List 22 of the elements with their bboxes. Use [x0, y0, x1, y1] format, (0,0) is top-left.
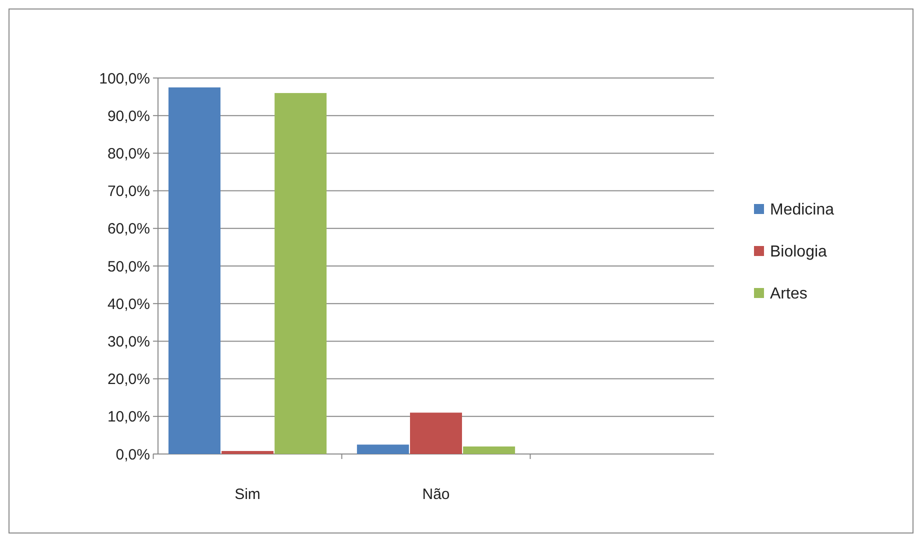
y-tick-label: 0,0%	[116, 446, 150, 464]
y-tick-label: 60,0%	[107, 220, 150, 238]
y-tick-label: 20,0%	[107, 371, 150, 388]
y-tick-label: 100,0%	[99, 70, 150, 88]
y-tick-label: 10,0%	[107, 408, 150, 426]
x-tick-label: Não	[422, 486, 450, 503]
bar	[356, 444, 409, 454]
bar	[222, 450, 274, 454]
bar	[463, 446, 516, 454]
legend-label: Artes	[770, 286, 808, 303]
y-tick-label: 80,0%	[107, 145, 150, 162]
bar	[168, 87, 220, 454]
bar	[410, 412, 462, 454]
x-tick-label: Sim	[234, 486, 260, 503]
y-tick-label: 90,0%	[107, 108, 150, 125]
y-tick-label: 40,0%	[107, 296, 150, 313]
y-tick-label: 50,0%	[107, 258, 150, 276]
bar	[274, 93, 327, 454]
y-tick-label: 70,0%	[107, 183, 150, 200]
legend-label: Biologia	[770, 244, 828, 261]
y-tick-label: 30,0%	[107, 333, 150, 350]
legend-label: Medicina	[770, 202, 834, 219]
